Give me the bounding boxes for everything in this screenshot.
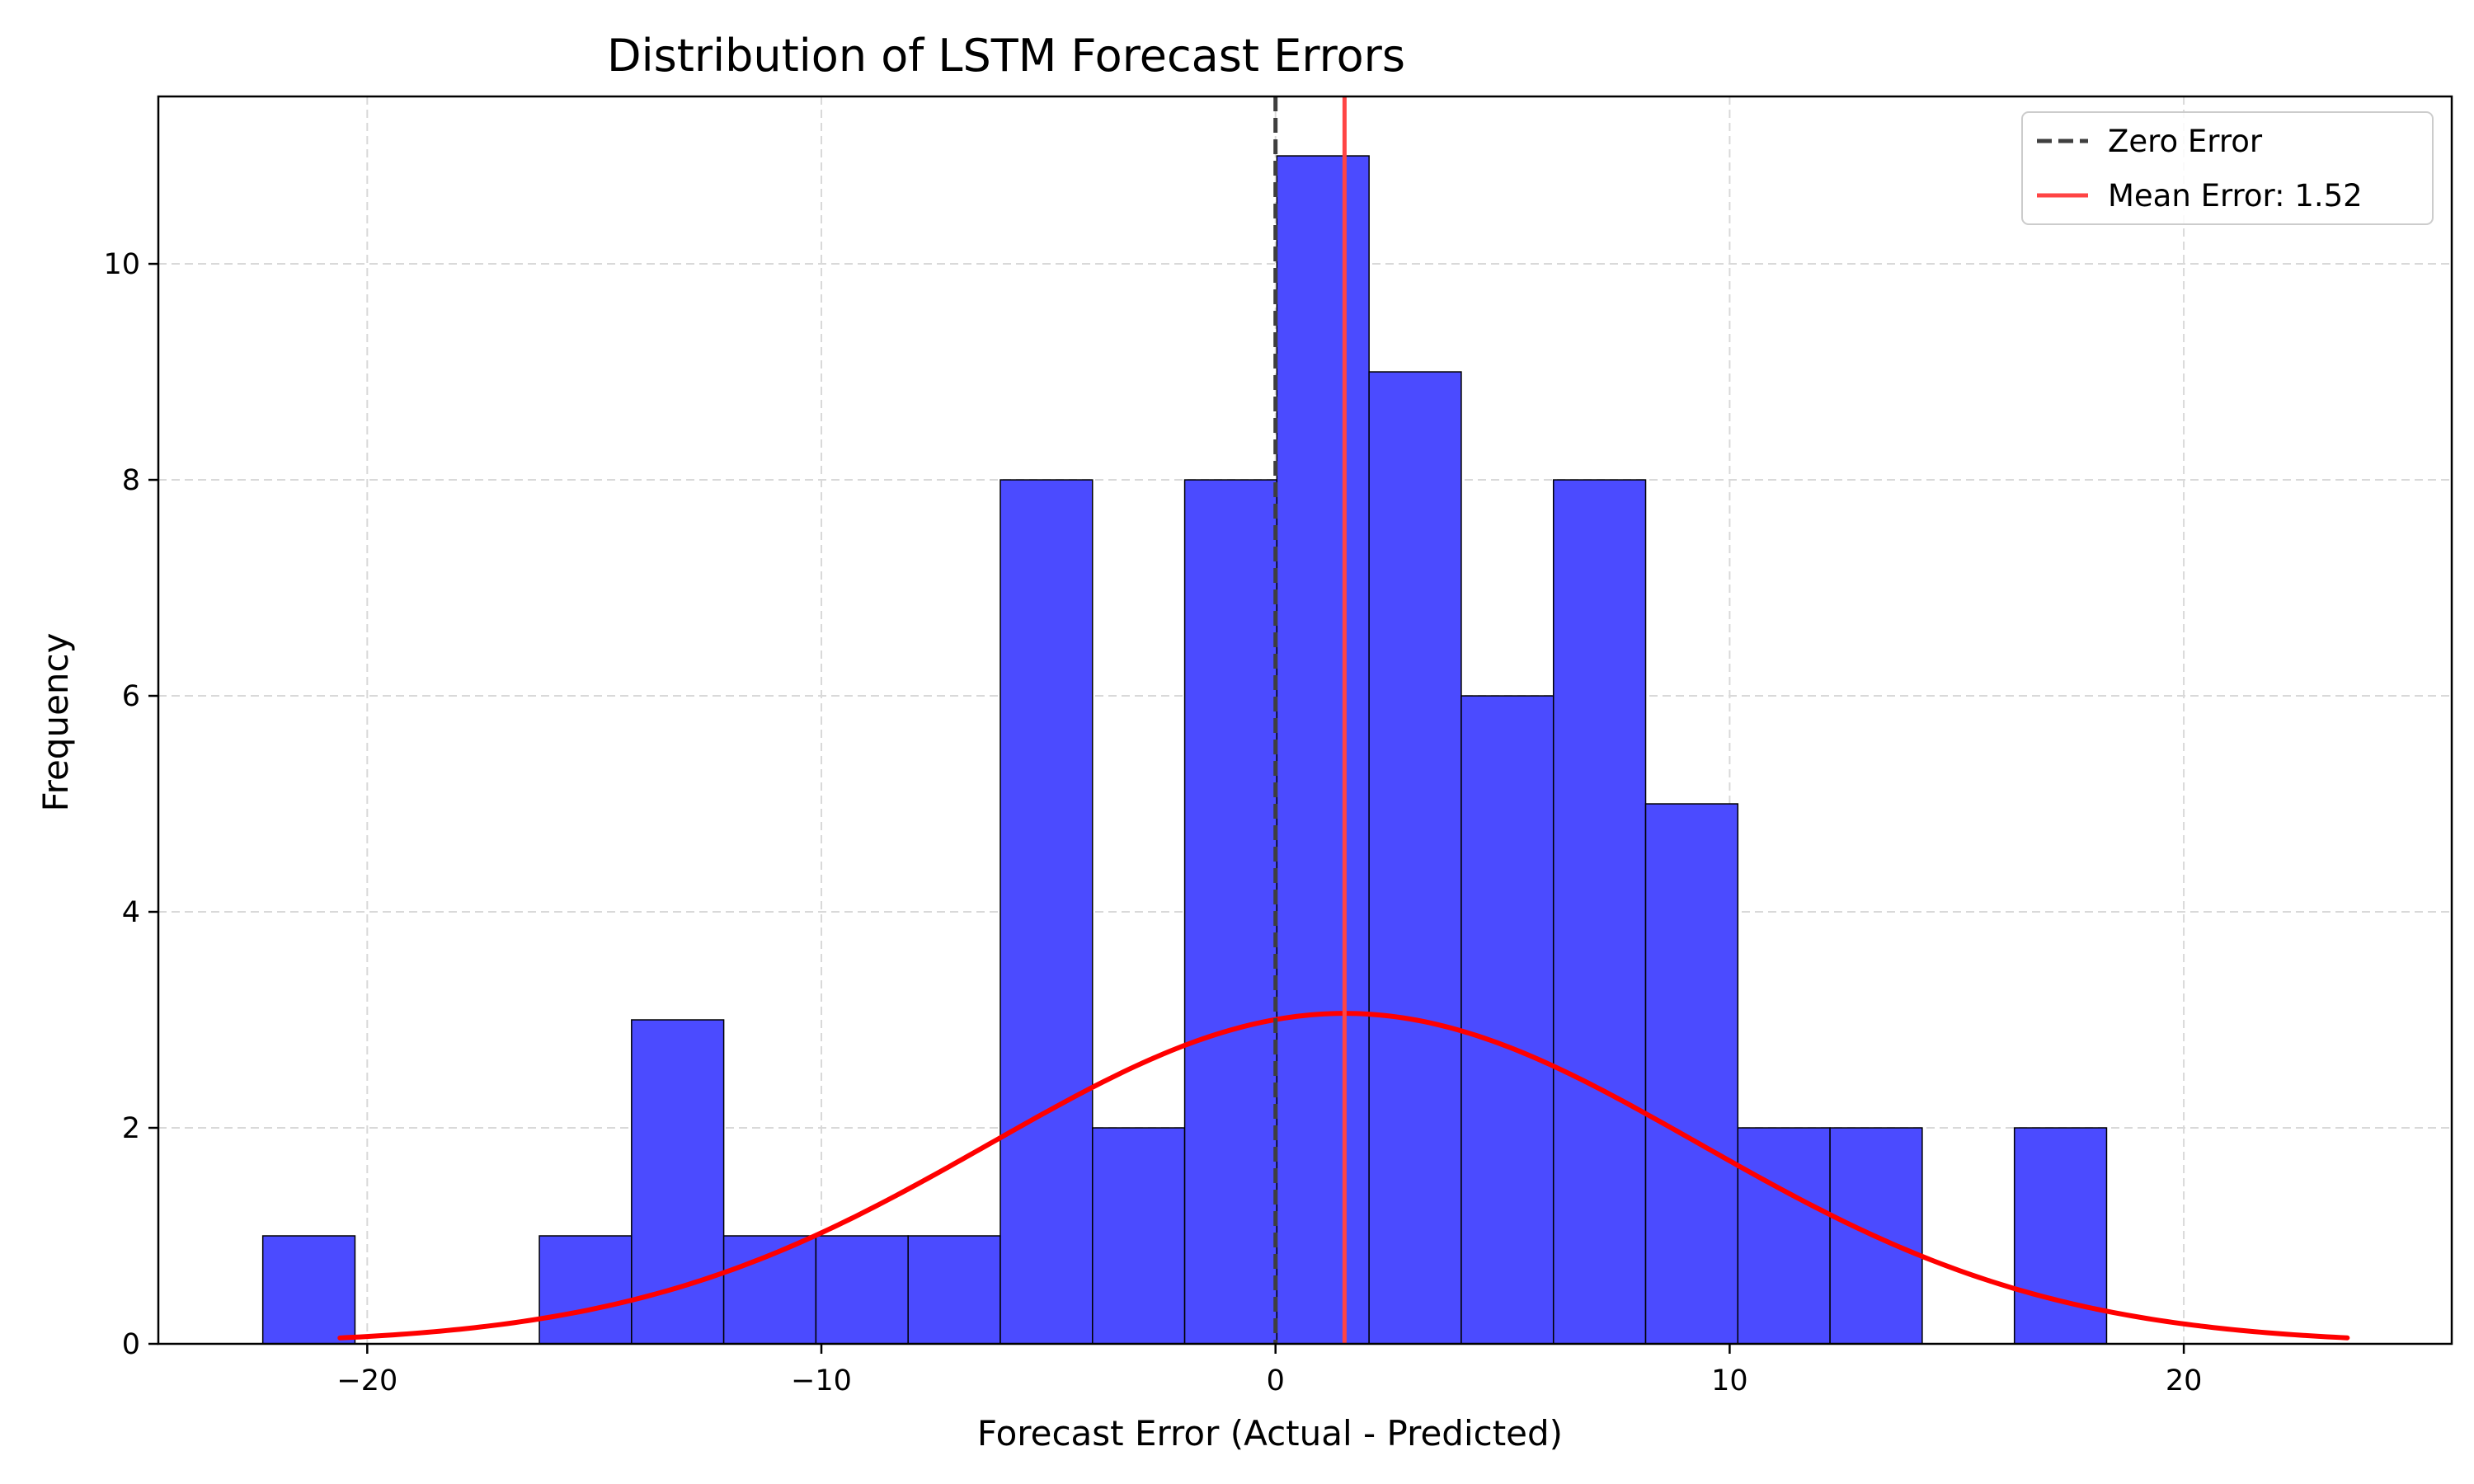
- histogram-bar-11: [1276, 155, 1370, 1345]
- histogram-bars: [261, 155, 2108, 1345]
- y-tick-label-3: 6: [122, 680, 140, 713]
- chart-title: Distribution of LSTM Forecast Errors: [607, 30, 1405, 82]
- histogram-bar-8: [999, 479, 1094, 1345]
- y-axis-label: Frequency: [35, 633, 76, 812]
- x-axis-label: Forecast Error (Actual - Predicted): [977, 1413, 1563, 1453]
- legend: Zero Error Mean Error: 1.52: [2021, 111, 2434, 225]
- x-tick-label-2: 0: [1267, 1364, 1285, 1397]
- legend-box: [2021, 111, 2434, 225]
- legend-label-0: Zero Error: [2108, 124, 2263, 159]
- x-tick-label-0: −20: [336, 1364, 397, 1397]
- plot-frame: [157, 95, 2453, 1345]
- y-tick-label-4: 8: [122, 464, 140, 497]
- x-tick-label-4: 20: [2166, 1364, 2203, 1397]
- histogram-bar-0: [261, 1235, 356, 1345]
- y-tick-label-2: 4: [122, 896, 140, 929]
- histogram-bar-13: [1460, 695, 1554, 1345]
- y-tick-label-0: 0: [122, 1328, 140, 1361]
- histogram-bar-7: [907, 1235, 1001, 1345]
- histogram-bar-15: [1644, 803, 1739, 1345]
- x-tick-label-3: 10: [1711, 1364, 1748, 1397]
- histogram-bar-14: [1552, 479, 1647, 1345]
- histogram-bar-16: [1737, 1127, 1831, 1345]
- x-tick-label-1: −10: [791, 1364, 852, 1397]
- legend-label-1: Mean Error: 1.52: [2108, 178, 2363, 214]
- histogram-bar-19: [2013, 1127, 2108, 1345]
- histogram-bar-6: [815, 1235, 909, 1345]
- histogram-bar-3: [539, 1235, 633, 1345]
- histogram-bar-10: [1183, 479, 1278, 1345]
- histogram-bar-5: [722, 1235, 817, 1345]
- reference-lines: [1273, 96, 1347, 1344]
- axis-ticks: −20 −10 0 10 20 0 2 4 6 8 10: [103, 248, 2202, 1397]
- histogram-bar-9: [1092, 1127, 1186, 1345]
- histogram-bar-12: [1368, 371, 1462, 1345]
- y-tick-label-1: 2: [122, 1112, 140, 1145]
- y-tick-label-5: 10: [103, 248, 140, 281]
